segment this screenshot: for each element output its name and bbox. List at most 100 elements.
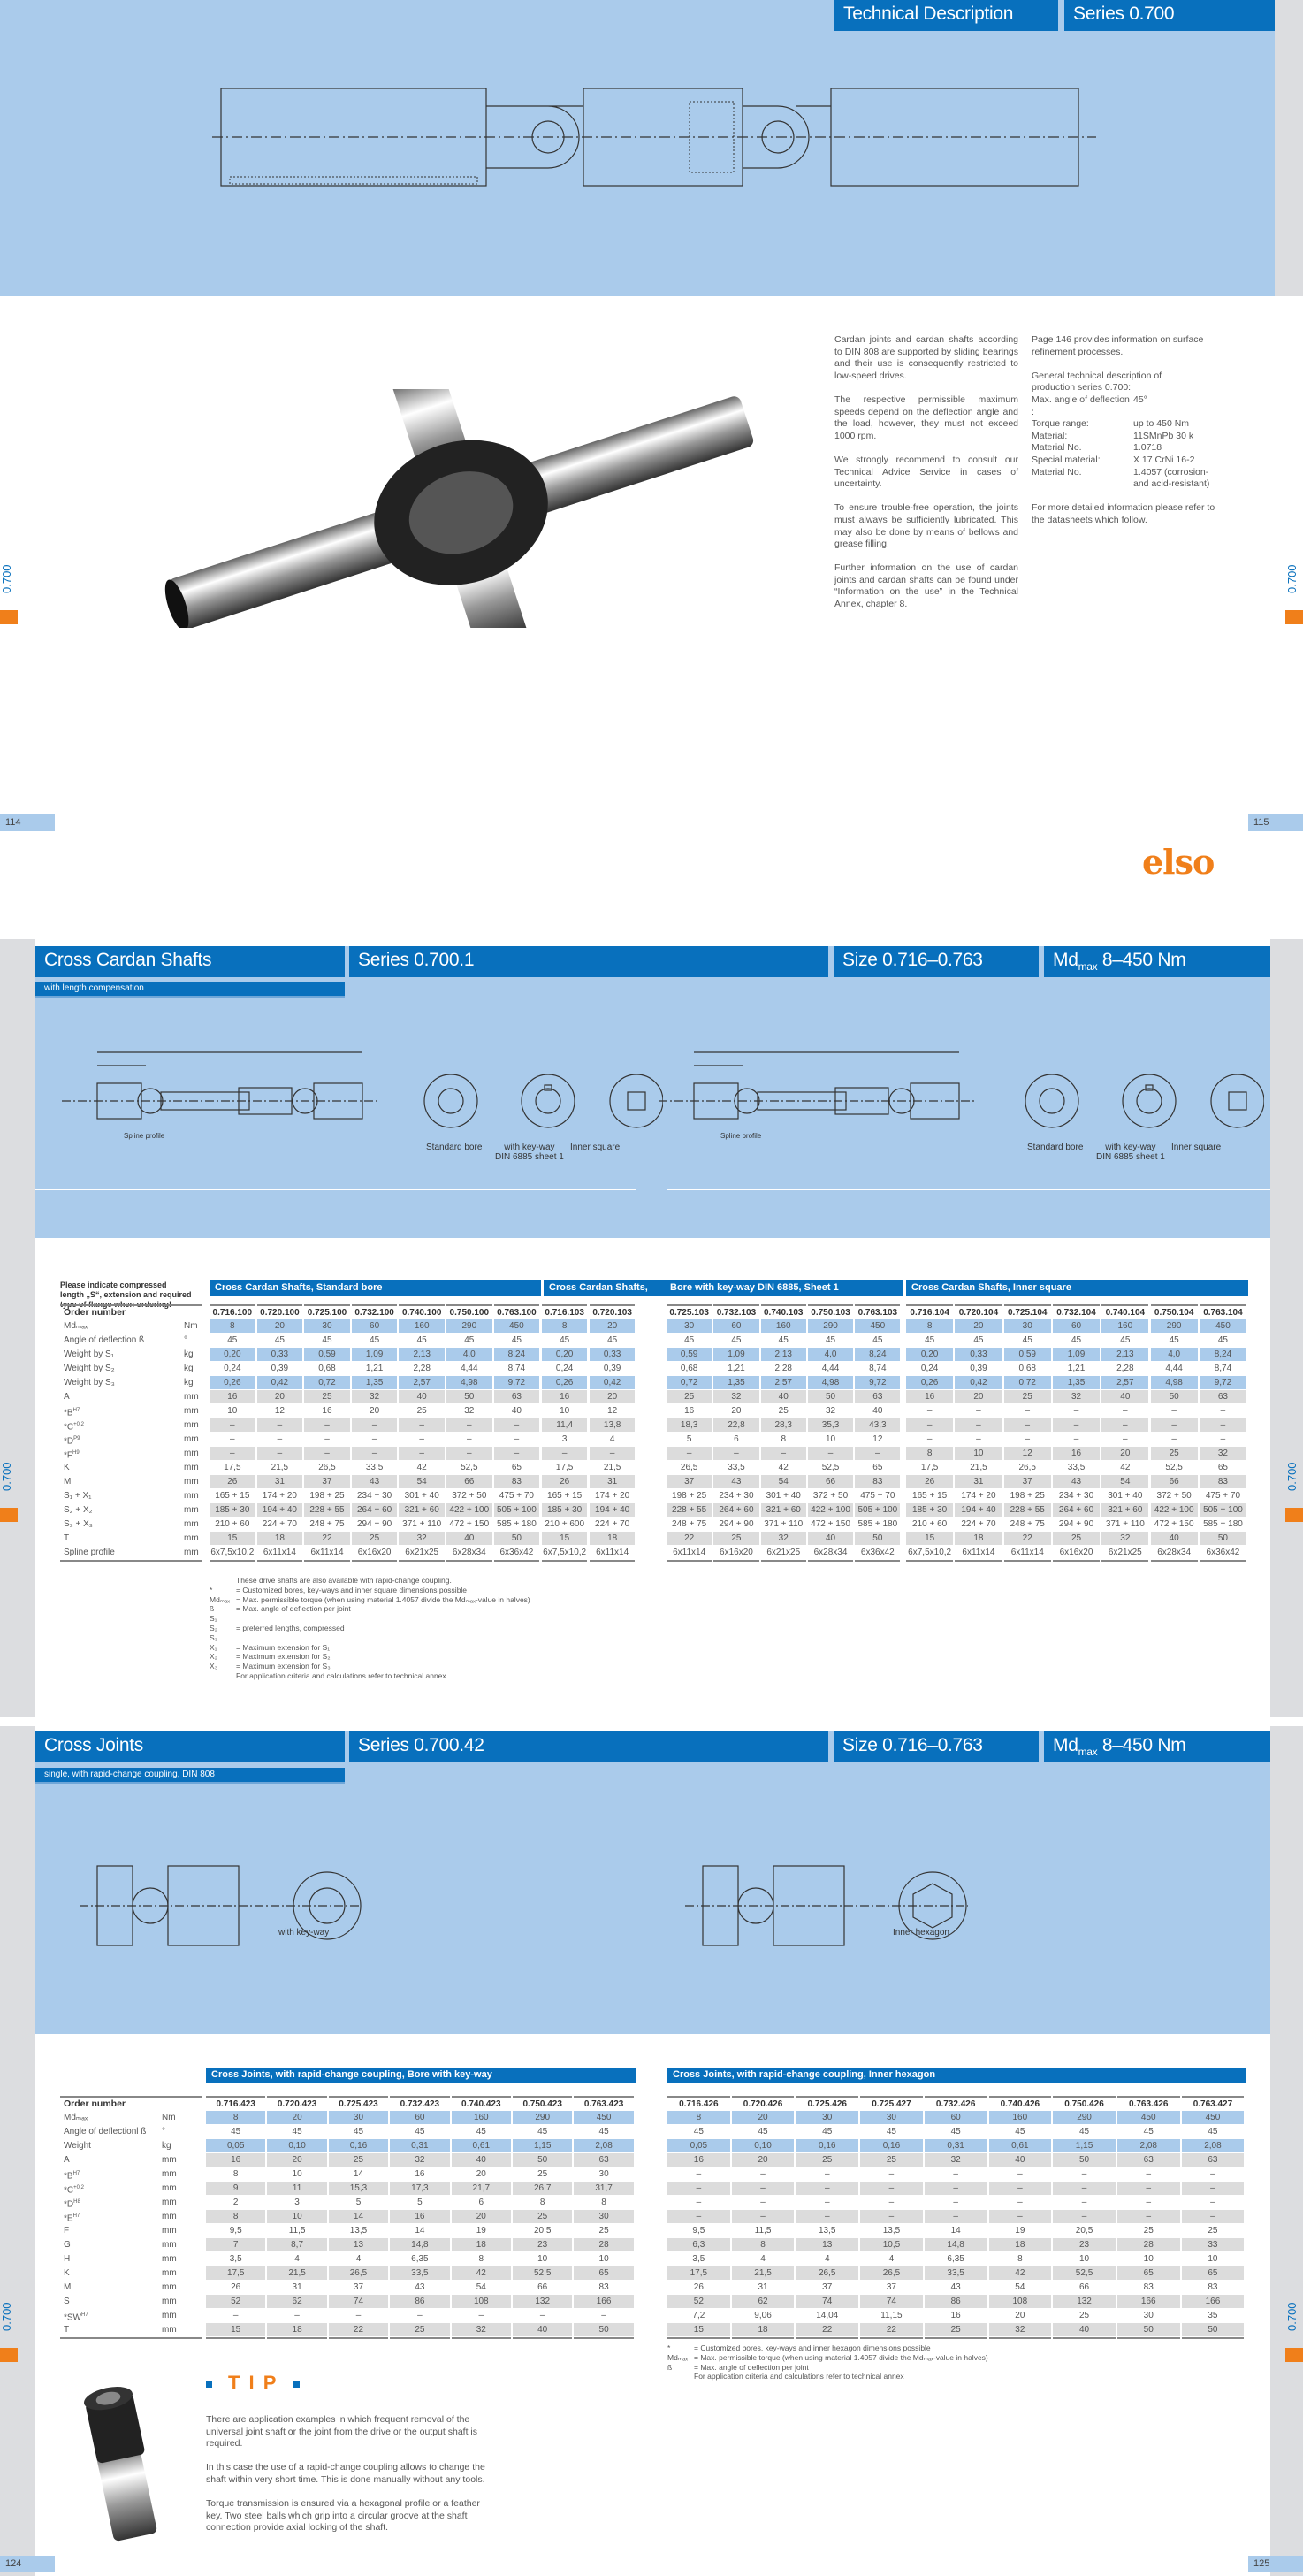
table-cell: 0,16 xyxy=(328,2139,389,2152)
table-cell: 12 xyxy=(872,1434,883,1444)
table-cell: 4,98 xyxy=(1150,1376,1198,1389)
inner-square-label: Inner square xyxy=(1171,1143,1222,1152)
row-label-sup: H7 xyxy=(72,2171,80,2176)
table-cell: 26,5 xyxy=(1018,1463,1036,1472)
table-cell: 45 xyxy=(537,2127,548,2136)
table-cell: 25 xyxy=(796,2153,859,2167)
table-cell: 0,24 xyxy=(920,1364,939,1373)
table-cell: 6x28x34 xyxy=(1157,1548,1192,1557)
table-cell: 83 xyxy=(1143,2282,1154,2292)
table-cell: 0,42 xyxy=(955,1376,1002,1389)
table-cell: 10 xyxy=(292,2169,302,2179)
table-cell: 25 xyxy=(778,1406,789,1416)
table-cell: 17,5 xyxy=(555,1463,574,1472)
group-title: Cross Joints, with rapid-change coupling… xyxy=(211,2069,492,2080)
row-label: *C+0,2 mm xyxy=(60,1418,202,1432)
table-cell: 1,09 xyxy=(351,1348,398,1361)
table-cell: 12 xyxy=(1003,1447,1051,1460)
table-cell: – xyxy=(351,1418,398,1432)
table-cell: 6x16x20 xyxy=(1059,1548,1093,1557)
table-cell: – xyxy=(955,1418,1002,1432)
table-cell: – xyxy=(210,1418,255,1432)
table-bottom-rule xyxy=(924,2337,987,2339)
table-cell: 83 xyxy=(598,2282,609,2292)
tip-heading: T I P xyxy=(206,2372,301,2395)
bullet-icon xyxy=(206,2381,212,2388)
table-cell: 4,0 xyxy=(446,1348,492,1361)
table-cell: 37 xyxy=(304,1475,350,1488)
table-cell: 160 xyxy=(760,1319,806,1333)
table-cell: – xyxy=(976,1406,981,1416)
footnote-key: S₁ xyxy=(210,1614,217,1624)
row-label: *FH9 mm xyxy=(60,1447,202,1460)
table-cell: 32 xyxy=(760,1532,806,1545)
table-cell: 228 + 55 xyxy=(1003,1503,1051,1517)
row-unit: mm xyxy=(162,2169,177,2179)
footnote-key: * xyxy=(667,2343,671,2352)
table-cell: 8 xyxy=(667,2111,730,2124)
table-cell: 10 xyxy=(825,1434,836,1444)
table-bottom-rule xyxy=(1003,1560,1051,1562)
section-tab-left: 0.700 xyxy=(0,1462,13,1492)
table-cell: 585 + 180 xyxy=(857,1519,898,1529)
table-cell: 372 + 50 xyxy=(1156,1491,1192,1501)
footnote-text: For application criteria and calculation… xyxy=(236,1670,446,1680)
table-cell: 13 xyxy=(328,2238,389,2251)
table-cell: 5 xyxy=(355,2198,362,2207)
table-bottom-rule xyxy=(267,2337,327,2339)
table-cell: – xyxy=(539,2311,545,2320)
footnotes: * = Customized bores, key-ways and inner … xyxy=(667,2343,1242,2381)
table-cell: 45 xyxy=(353,2127,364,2136)
standard-bore-label: Standard bore xyxy=(1027,1143,1084,1152)
order-number: 0.763.104 xyxy=(1199,1304,1247,1319)
table-cell: 66 xyxy=(807,1475,854,1488)
table-cell: 2,28 xyxy=(774,1364,792,1373)
table-cell: – xyxy=(304,1418,350,1432)
table-cell: 210 + 600 xyxy=(545,1519,585,1529)
table-cell: – xyxy=(888,2198,895,2207)
table-cell: 83 xyxy=(1208,2282,1218,2292)
table-cell: 13,8 xyxy=(590,1418,636,1432)
table-cell: 83 xyxy=(855,1475,901,1488)
table-cell: 25 xyxy=(1143,2226,1154,2236)
cross-joint-photo xyxy=(164,389,754,628)
table-cell: 30 xyxy=(1143,2311,1154,2320)
footnotes: These drive shafts are also available wi… xyxy=(210,1576,828,1681)
table-cell: 9,5 xyxy=(692,2226,705,2236)
table-cell: 210 + 60 xyxy=(912,1519,948,1529)
table-cell: 43 xyxy=(713,1475,759,1488)
table-cell: 0,39 xyxy=(271,1364,289,1373)
row-unit: mm xyxy=(162,2198,177,2207)
row-unit: mm xyxy=(162,2155,177,2165)
cross-joint-section-drawing xyxy=(212,88,1096,187)
table-cell: 264 + 60 xyxy=(351,1503,398,1517)
table-cell: 0,61 xyxy=(451,2139,511,2152)
row-label-text: *B xyxy=(64,2171,73,2182)
table-cell: – xyxy=(1181,2182,1245,2195)
table-cell: 290 xyxy=(1150,1319,1198,1333)
table-cell: 31 xyxy=(955,1475,1002,1488)
table-cell: – xyxy=(988,2182,1052,2195)
row-unit: kg xyxy=(184,1378,194,1387)
table-cell: 0,59 xyxy=(304,1348,350,1361)
paragraph: There are application examples in which … xyxy=(206,2414,477,2450)
table-bottom-rule xyxy=(860,2337,923,2339)
table-cell: 160 xyxy=(451,2111,511,2124)
table-cell: 31 xyxy=(256,1475,303,1488)
table-cell: – xyxy=(324,1434,330,1444)
row-label-text: *C xyxy=(64,1422,74,1433)
table-cell: – xyxy=(667,2210,730,2223)
table-cell: 5 xyxy=(686,1434,692,1444)
table-cell: 62 xyxy=(731,2295,795,2308)
table-cell: 6x11x14 xyxy=(263,1548,296,1557)
table-cell: 422 + 100 xyxy=(446,1503,492,1517)
row-label-sup: +0,2 xyxy=(73,1422,84,1427)
table-cell: 10 xyxy=(1208,2254,1218,2264)
table-cell: – xyxy=(1053,2182,1116,2195)
table-cell: 9,72 xyxy=(855,1376,901,1389)
table-cell: 54 xyxy=(760,1475,806,1488)
table-cell: 66 xyxy=(446,1475,492,1488)
table-cell: 45 xyxy=(1015,2127,1025,2136)
footnote-text: = Maximum extension for S₁ xyxy=(236,1642,331,1652)
